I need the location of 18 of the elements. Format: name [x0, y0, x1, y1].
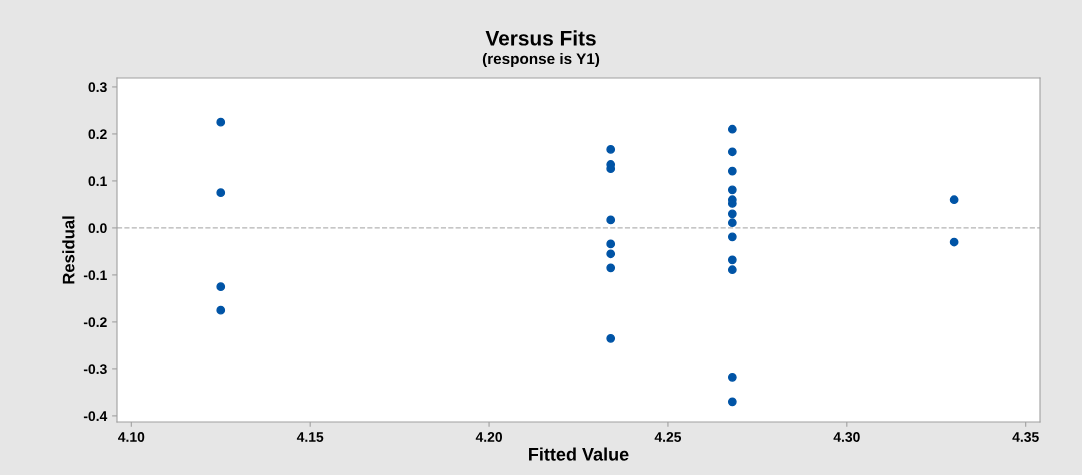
y-tick-label: 0.0	[88, 223, 107, 234]
x-tick-label: 4.25	[654, 432, 682, 442]
chart-subtitle: (response is Y1)	[482, 52, 600, 68]
y-tick-label: -0.1	[83, 270, 107, 281]
x-tick-label: 4.30	[833, 432, 860, 442]
chart-title: Versus Fits	[485, 30, 596, 46]
y-axis-title: Residual	[62, 216, 75, 284]
y-tick-label: -0.2	[83, 317, 107, 328]
y-tick-label: 0.1	[88, 176, 107, 187]
x-axis-title: Fitted Value	[529, 447, 629, 461]
y-tick-label: 0.2	[88, 129, 107, 140]
x-tick-label: 4.35	[1012, 432, 1039, 442]
y-tick-label: 0.3	[88, 82, 107, 93]
x-tick-label: 4.20	[475, 432, 503, 442]
y-tick-label: -0.3	[83, 364, 107, 375]
x-tick-label: 4.10	[118, 432, 145, 442]
y-tick-label: -0.4	[83, 411, 108, 422]
x-tick-label: 4.15	[296, 432, 324, 442]
